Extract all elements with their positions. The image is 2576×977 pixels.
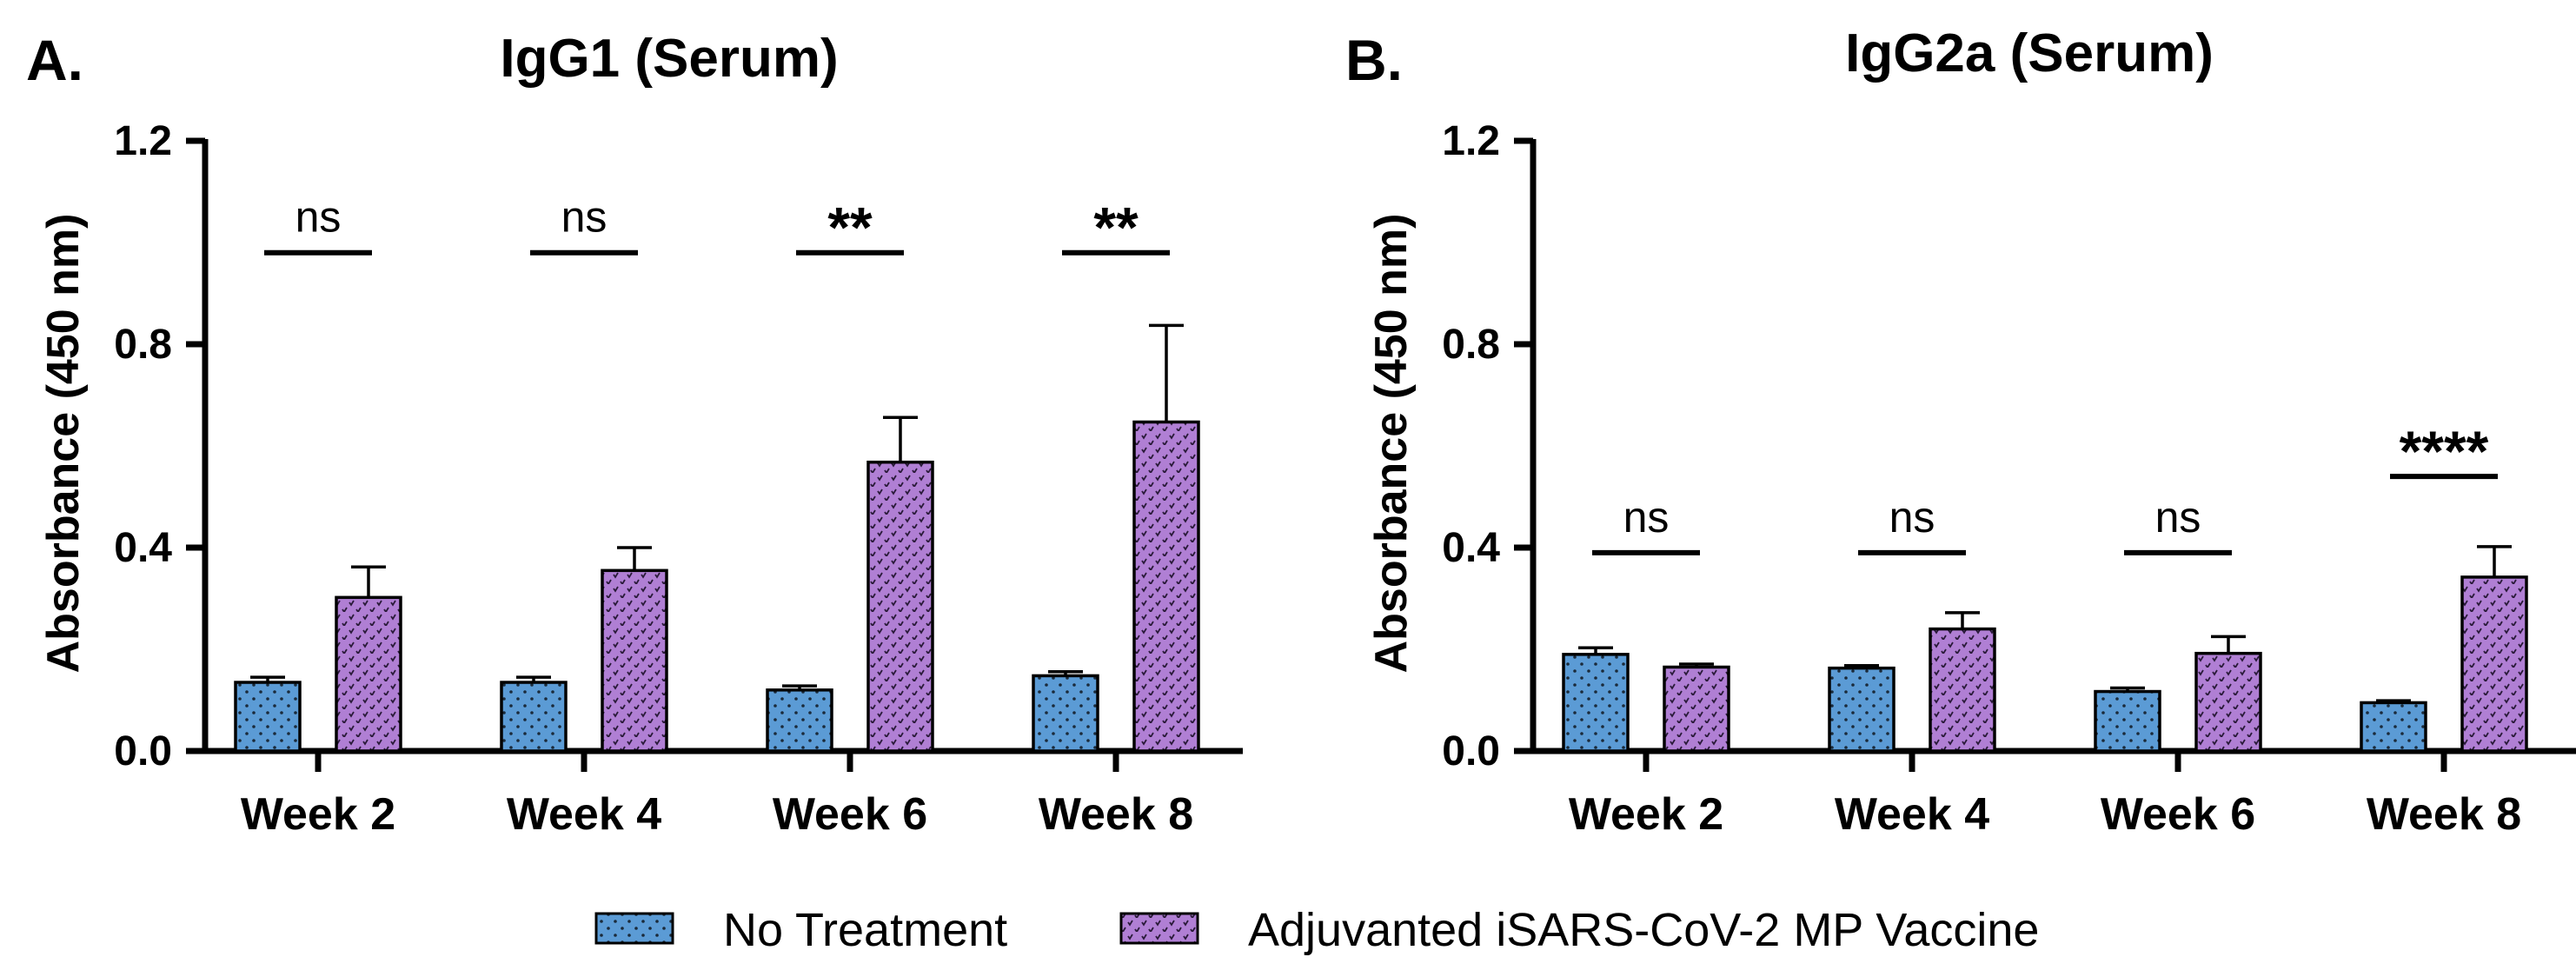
panel-b-x-tick-label: Week 6 <box>2101 789 2255 840</box>
panel-a-letter: A. <box>26 28 83 92</box>
panel-a-significance-label: ** <box>1093 196 1139 260</box>
panel-a-bar-vaccine <box>601 568 668 753</box>
panel-a-group-1: Week 2 ns <box>234 193 402 840</box>
panel-a-igg1-chart: A. IgG1 (Serum) Absorbance (450 nm) 0.0 0… <box>26 28 1243 840</box>
panel-a-group-4: Week 8 ** <box>1032 196 1200 840</box>
panel-b-bar-vaccine <box>1929 627 1996 753</box>
panel-a-y-tick-label: 0.8 <box>114 322 172 368</box>
panel-b-bar-no-treatment <box>1828 666 1895 753</box>
legend-label-vaccine: Adjuvanted iSARS-CoV-2 MP Vaccine <box>1248 904 2039 956</box>
panel-b-bar-vaccine <box>2194 651 2262 753</box>
panel-a-bar-vaccine <box>1132 420 1200 753</box>
panel-b-y-tick-label: 0.4 <box>1442 525 1500 571</box>
panel-b-group-4: Week 8 **** <box>2360 419 2528 840</box>
panel-b-y-axis-label: Absorbance (450 nm) <box>1366 214 1417 674</box>
panel-b-significance-label: ns <box>2155 493 2201 542</box>
panel-b-letter: B. <box>1345 28 1403 92</box>
panel-b-x-tick-label: Week 4 <box>1835 789 1989 840</box>
panel-a-significance-label: ns <box>561 193 607 242</box>
panel-b-title: IgG2a (Serum) <box>1845 23 2214 83</box>
panel-a-bar-no-treatment <box>500 681 568 753</box>
panel-a-y-axis-label: Absorbance (450 nm) <box>38 214 89 674</box>
panel-b-x-tick-label: Week 2 <box>1569 789 1723 840</box>
panel-a-y-tick-label: 1.2 <box>114 118 172 164</box>
panel-b-y-tick-label: 0.8 <box>1442 322 1500 368</box>
legend-swatch-vaccine <box>1119 912 1199 945</box>
panel-b-group-2: Week 4 ns <box>1828 493 1996 840</box>
panel-a-y-tick-label: 0.0 <box>114 728 172 774</box>
panel-b-bar-vaccine <box>1663 665 1730 753</box>
panel-b-significance-label: ns <box>1889 493 1935 542</box>
panel-b-bar-no-treatment <box>2094 689 2161 753</box>
panel-a-bar-no-treatment <box>766 688 833 753</box>
panel-a-group-3: Week 6 ** <box>766 196 934 840</box>
panel-b-bar-no-treatment <box>2360 701 2427 753</box>
legend-label-no-treatment: No Treatment <box>723 904 1007 956</box>
panel-a-bar-no-treatment <box>1032 674 1099 753</box>
panel-b-significance-label: ns <box>1623 493 1670 542</box>
panel-b-igg2a-chart: B. IgG2a (Serum) Absorbance (450 nm) 0.0… <box>1345 23 2576 840</box>
panel-a-bar-vaccine <box>335 595 402 753</box>
panel-b-group-1: Week 2 ns <box>1562 493 1730 840</box>
legend: No Treatment Adjuvanted iSARS-CoV-2 MP V… <box>594 904 2039 956</box>
panel-b-bar-vaccine <box>2460 575 2528 753</box>
panel-a-y-tick-label: 0.4 <box>114 525 172 571</box>
panel-a-x-tick-label: Week 4 <box>507 789 661 840</box>
panel-a-significance-label: ** <box>827 196 873 260</box>
panel-a-x-tick-label: Week 8 <box>1039 789 1193 840</box>
panel-b-significance-label: **** <box>2400 419 2489 483</box>
panel-b-y-tick-label: 1.2 <box>1442 118 1500 164</box>
panel-a-x-tick-label: Week 2 <box>241 789 395 840</box>
panel-a-group-2: Week 4 ns <box>500 193 668 840</box>
panel-a-bar-vaccine <box>866 460 934 753</box>
panel-b-bar-no-treatment <box>1562 653 1630 753</box>
panel-a-x-tick-label: Week 6 <box>773 789 927 840</box>
panel-a-significance-label: ns <box>295 193 342 242</box>
panel-b-group-3: Week 6 ns <box>2094 493 2262 840</box>
panel-a-bar-no-treatment <box>234 681 302 753</box>
panel-b-x-tick-label: Week 8 <box>2367 789 2521 840</box>
panel-a-title: IgG1 (Serum) <box>500 29 838 89</box>
panel-b-y-tick-label: 0.0 <box>1442 728 1500 774</box>
legend-swatch-no-treatment <box>594 912 674 945</box>
